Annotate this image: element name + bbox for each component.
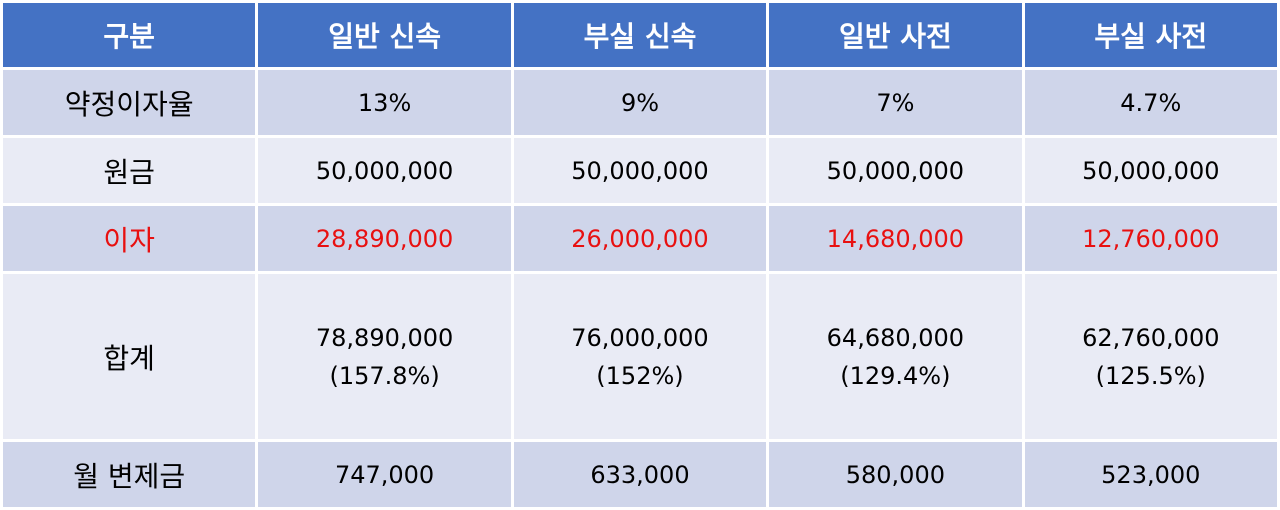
table-body: 약정이자율 13% 9% 7% 4.7% 원금 50,000,000 50,00… — [0, 67, 1280, 510]
table-row-principal: 원금 50,000,000 50,000,000 50,000,000 50,0… — [0, 135, 1280, 206]
cell-value: 580,000 — [845, 460, 945, 489]
table-cell: 523,000 — [1021, 439, 1280, 510]
table-cell: 28,890,000 — [255, 203, 514, 274]
cell-value: 633,000 — [590, 460, 690, 489]
table-cell: 4.7% — [1021, 67, 1280, 138]
cell-value: 4.7% — [1120, 88, 1182, 117]
table-cell: 78,890,000 (157.8%) — [255, 271, 514, 442]
header-cell-category: 구분 — [0, 0, 259, 70]
cell-value: 78,890,000 — [315, 323, 454, 352]
table-header: 구분 일반 신속 부실 신속 일반 사전 부실 사전 — [0, 0, 1280, 70]
cell-value: 14,680,000 — [826, 224, 965, 253]
cell-value: 12,760,000 — [1082, 224, 1220, 253]
cell-value: 13% — [357, 88, 412, 117]
cell-percent: (129.4%) — [840, 361, 951, 390]
cell-value: 50,000,000 — [826, 156, 965, 185]
table-cell: 50,000,000 — [766, 135, 1025, 206]
row-label-principal: 원금 — [0, 135, 259, 206]
cell-value: 523,000 — [1101, 460, 1201, 489]
table-cell: 12,760,000 — [1021, 203, 1280, 274]
header-cell-general-rapid: 일반 신속 — [255, 0, 514, 70]
cell-value: 64,680,000 — [826, 323, 965, 352]
table-cell: 13% — [255, 67, 514, 138]
cell-value: 76,000,000 — [571, 323, 709, 352]
table-row-interest: 이자 28,890,000 26,000,000 14,680,000 12,7… — [0, 203, 1280, 274]
cell-value: 62,760,000 — [1082, 323, 1220, 352]
cell-value: 50,000,000 — [571, 156, 709, 185]
table-cell: 64,680,000 (129.4%) — [766, 271, 1025, 442]
row-label-total: 합계 — [0, 271, 259, 442]
cell-value: 28,890,000 — [315, 224, 454, 253]
table-cell: 580,000 — [766, 439, 1025, 510]
cell-value: 26,000,000 — [571, 224, 709, 253]
table-cell: 7% — [766, 67, 1025, 138]
cell-percent: (157.8%) — [329, 361, 440, 390]
table-row-interest-rate: 약정이자율 13% 9% 7% 4.7% — [0, 67, 1280, 138]
row-label-interest: 이자 — [0, 203, 259, 274]
cell-percent: (125.5%) — [1095, 361, 1206, 390]
cell-percent: (152%) — [596, 361, 684, 390]
header-cell-distressed-pre: 부실 사전 — [1021, 0, 1280, 70]
table-cell: 14,680,000 — [766, 203, 1025, 274]
header-row: 구분 일반 신속 부실 신속 일반 사전 부실 사전 — [0, 0, 1280, 70]
table-row-monthly-payment: 월 변제금 747,000 633,000 580,000 523,000 — [0, 439, 1280, 510]
table-cell: 76,000,000 (152%) — [510, 271, 770, 442]
cell-value: 7% — [876, 88, 915, 117]
row-label-interest-rate: 약정이자율 — [0, 67, 259, 138]
row-label-monthly-payment: 월 변제금 — [0, 439, 259, 510]
cell-value: 747,000 — [334, 460, 435, 489]
table-row-total: 합계 78,890,000 (157.8%) 76,000,000 (152%)… — [0, 271, 1280, 442]
table-cell: 26,000,000 — [510, 203, 770, 274]
table-cell: 50,000,000 — [255, 135, 514, 206]
table-cell: 50,000,000 — [510, 135, 770, 206]
cell-value: 50,000,000 — [1082, 156, 1220, 185]
header-cell-distressed-rapid: 부실 신속 — [510, 0, 770, 70]
cell-value: 9% — [620, 88, 660, 117]
cell-value: 50,000,000 — [315, 156, 454, 185]
table-cell: 50,000,000 — [1021, 135, 1280, 206]
table-cell: 62,760,000 (125.5%) — [1021, 271, 1280, 442]
header-cell-general-pre: 일반 사전 — [766, 0, 1025, 70]
table-cell: 633,000 — [510, 439, 770, 510]
table-cell: 747,000 — [255, 439, 514, 510]
table-cell: 9% — [510, 67, 770, 138]
